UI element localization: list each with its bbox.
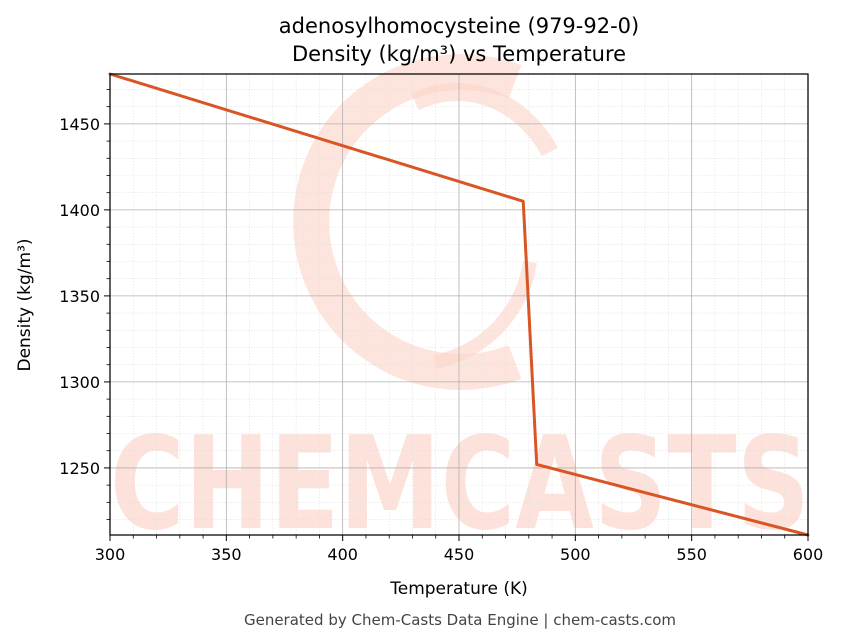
y-tick-label: 1300: [59, 373, 100, 392]
y-axis-ticks: 1250 1300 1350 1400 1450: [59, 89, 110, 520]
y-axis-label: Density (kg/m³): [15, 238, 35, 371]
footer-credit: Generated by Chem-Casts Data Engine | ch…: [244, 611, 676, 629]
watermark: CHEMCASTS: [110, 54, 810, 559]
x-tick-label: 600: [793, 545, 824, 564]
chart-subtitle: Density (kg/m³) vs Temperature: [292, 42, 626, 66]
y-tick-label: 1400: [59, 201, 100, 220]
x-axis-label: Temperature (K): [389, 579, 528, 599]
x-tick-label: 500: [560, 545, 591, 564]
x-tick-label: 450: [444, 545, 475, 564]
x-tick-label: 400: [327, 545, 358, 564]
x-axis-ticks: 300 350 400 450 500 550 600: [95, 535, 824, 564]
x-tick-label: 550: [676, 545, 707, 564]
density-series-line: [108, 72, 810, 537]
y-tick-label: 1350: [59, 287, 100, 306]
watermark-text: CHEMCASTS: [110, 410, 810, 559]
x-tick-label: 350: [211, 545, 242, 564]
x-tick-label: 300: [95, 545, 126, 564]
y-tick-label: 1250: [59, 459, 100, 478]
chart-title: adenosylhomocysteine (979-92-0): [279, 14, 639, 38]
watermark-logo: [293, 54, 558, 390]
y-tick-label: 1450: [59, 115, 100, 134]
series-layer: [108, 72, 810, 537]
